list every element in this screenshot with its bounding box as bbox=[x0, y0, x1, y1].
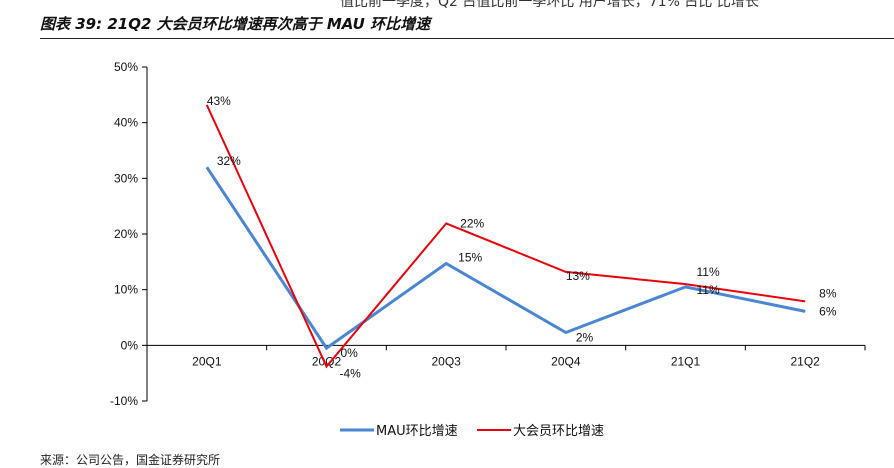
x-tick-label: 20Q4 bbox=[551, 354, 581, 368]
legend-label-vip: 大会员环比增速 bbox=[513, 424, 604, 439]
data-label-vip: 11% bbox=[697, 265, 720, 279]
data-label-vip: 8% bbox=[819, 286, 837, 300]
series-line-vip bbox=[205, 104, 806, 369]
x-tick-label: 20Q1 bbox=[192, 354, 222, 368]
data-label-vip: 43% bbox=[207, 94, 231, 108]
y-tick-label: 40% bbox=[114, 116, 138, 130]
x-tick-label: 21Q2 bbox=[790, 354, 820, 368]
data-label-vip: -4% bbox=[340, 366, 362, 380]
data-label-mau: 15% bbox=[458, 251, 482, 265]
cropped-previous-text: 值比前一季度，Q2 占值比前一季环比 用户增长，71% 占比 比增长 bbox=[0, 0, 894, 10]
data-label-vip: 13% bbox=[566, 269, 590, 283]
data-label-mau: 0% bbox=[341, 346, 359, 360]
y-tick-label: 0% bbox=[121, 338, 139, 352]
x-tick-label: 21Q1 bbox=[671, 354, 701, 368]
figure-title: 图表 39: 21Q2 大会员环比增速再次高于 MAU 环比增速 bbox=[40, 15, 431, 33]
cropped-text: 值比前一季度，Q2 占值比前一季环比 用户增长，71% 占比 比增长 bbox=[340, 0, 759, 10]
y-tick-label: 30% bbox=[114, 171, 138, 185]
series-line-mau bbox=[205, 166, 806, 351]
y-tick-label: 20% bbox=[114, 227, 138, 241]
data-label-mau: 32% bbox=[217, 154, 241, 168]
y-tick-label: -10% bbox=[110, 394, 138, 408]
y-tick-label: 50% bbox=[114, 60, 138, 74]
y-tick-label: 10% bbox=[114, 283, 138, 297]
data-label-mau: 6% bbox=[819, 304, 837, 318]
data-label-mau: 11% bbox=[697, 283, 720, 297]
source-note: 来源：公司公告，国金证券研究所 bbox=[40, 453, 221, 467]
data-label-mau: 2% bbox=[576, 331, 594, 345]
legend-label-mau: MAU环比增速 bbox=[376, 424, 458, 439]
data-label-vip: 22% bbox=[460, 216, 484, 230]
title-divider bbox=[40, 38, 894, 39]
x-tick-label: 20Q3 bbox=[431, 354, 461, 368]
